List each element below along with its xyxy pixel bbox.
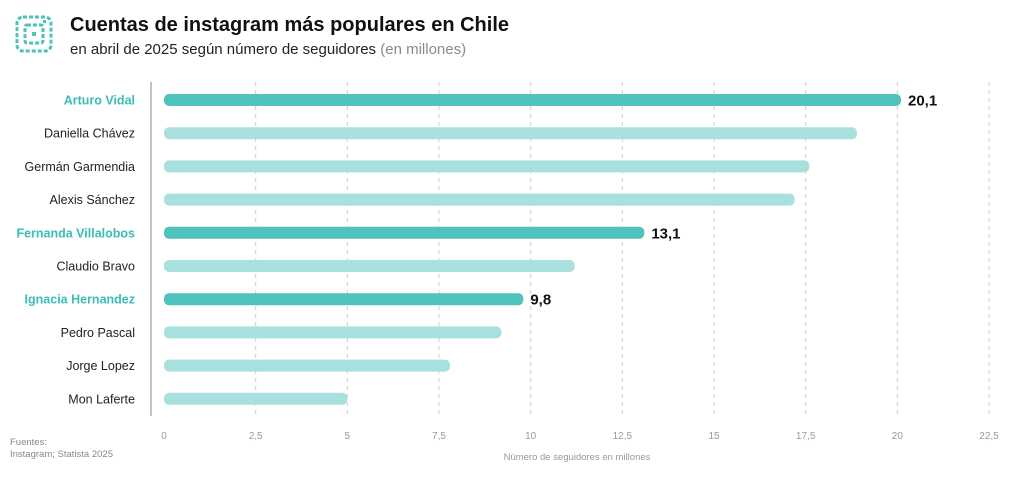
category-label: Mon Laferte [68,392,135,406]
x-tick-label: 17,5 [796,431,816,442]
bar [164,193,795,206]
category-label: Daniella Chávez [44,127,135,141]
data-label: 20,1 [908,93,937,110]
bar [164,392,348,405]
sources-note: Fuentes: Instagram; Statista 2025 [10,437,113,461]
category-label: Jorge Lopez [66,359,135,373]
category-label: Pedro Pascal [61,326,135,340]
x-tick-label: 5 [345,431,351,442]
bar [164,326,502,339]
bar [164,94,901,106]
bar [164,359,450,372]
sources-text: Instagram; Statista 2025 [10,449,113,460]
category-label: Germán Garmendia [25,160,136,174]
bar [164,127,857,140]
sources-label: Fuentes: [10,437,47,448]
x-tick-label: 0 [161,431,167,442]
subtitle-text: en abril de 2025 según número de seguido… [70,41,377,58]
category-label: Ignacia Hernandez [25,293,135,307]
data-label: 9,8 [530,292,551,309]
chart-subtitle: en abril de 2025 según número de seguido… [70,41,466,58]
x-tick-label: 10 [525,431,537,442]
instagram-icon [15,15,53,53]
x-axis-title: Número de seguidores en millones [504,452,651,463]
x-tick-label: 7,5 [432,431,446,442]
subtitle-unit: (en millones) [380,41,467,58]
category-label: Claudio Bravo [56,260,135,274]
bar [164,293,524,306]
x-tick-label: 15 [708,431,720,442]
category-label: Arturo Vidal [64,94,135,108]
x-tick-label: 12,5 [613,431,633,442]
data-label: 13,1 [651,225,680,242]
category-label: Alexis Sánchez [50,193,135,207]
bar [164,160,810,173]
x-tick-label: 22,5 [979,431,999,442]
x-tick-label: 20 [892,431,904,442]
bar [164,226,645,239]
chart-title: Cuentas de instagram más populares en Ch… [70,14,510,36]
x-tick-label: 2,5 [249,431,263,442]
category-label: Fernanda Villalobos [16,226,135,240]
bar [164,260,575,272]
